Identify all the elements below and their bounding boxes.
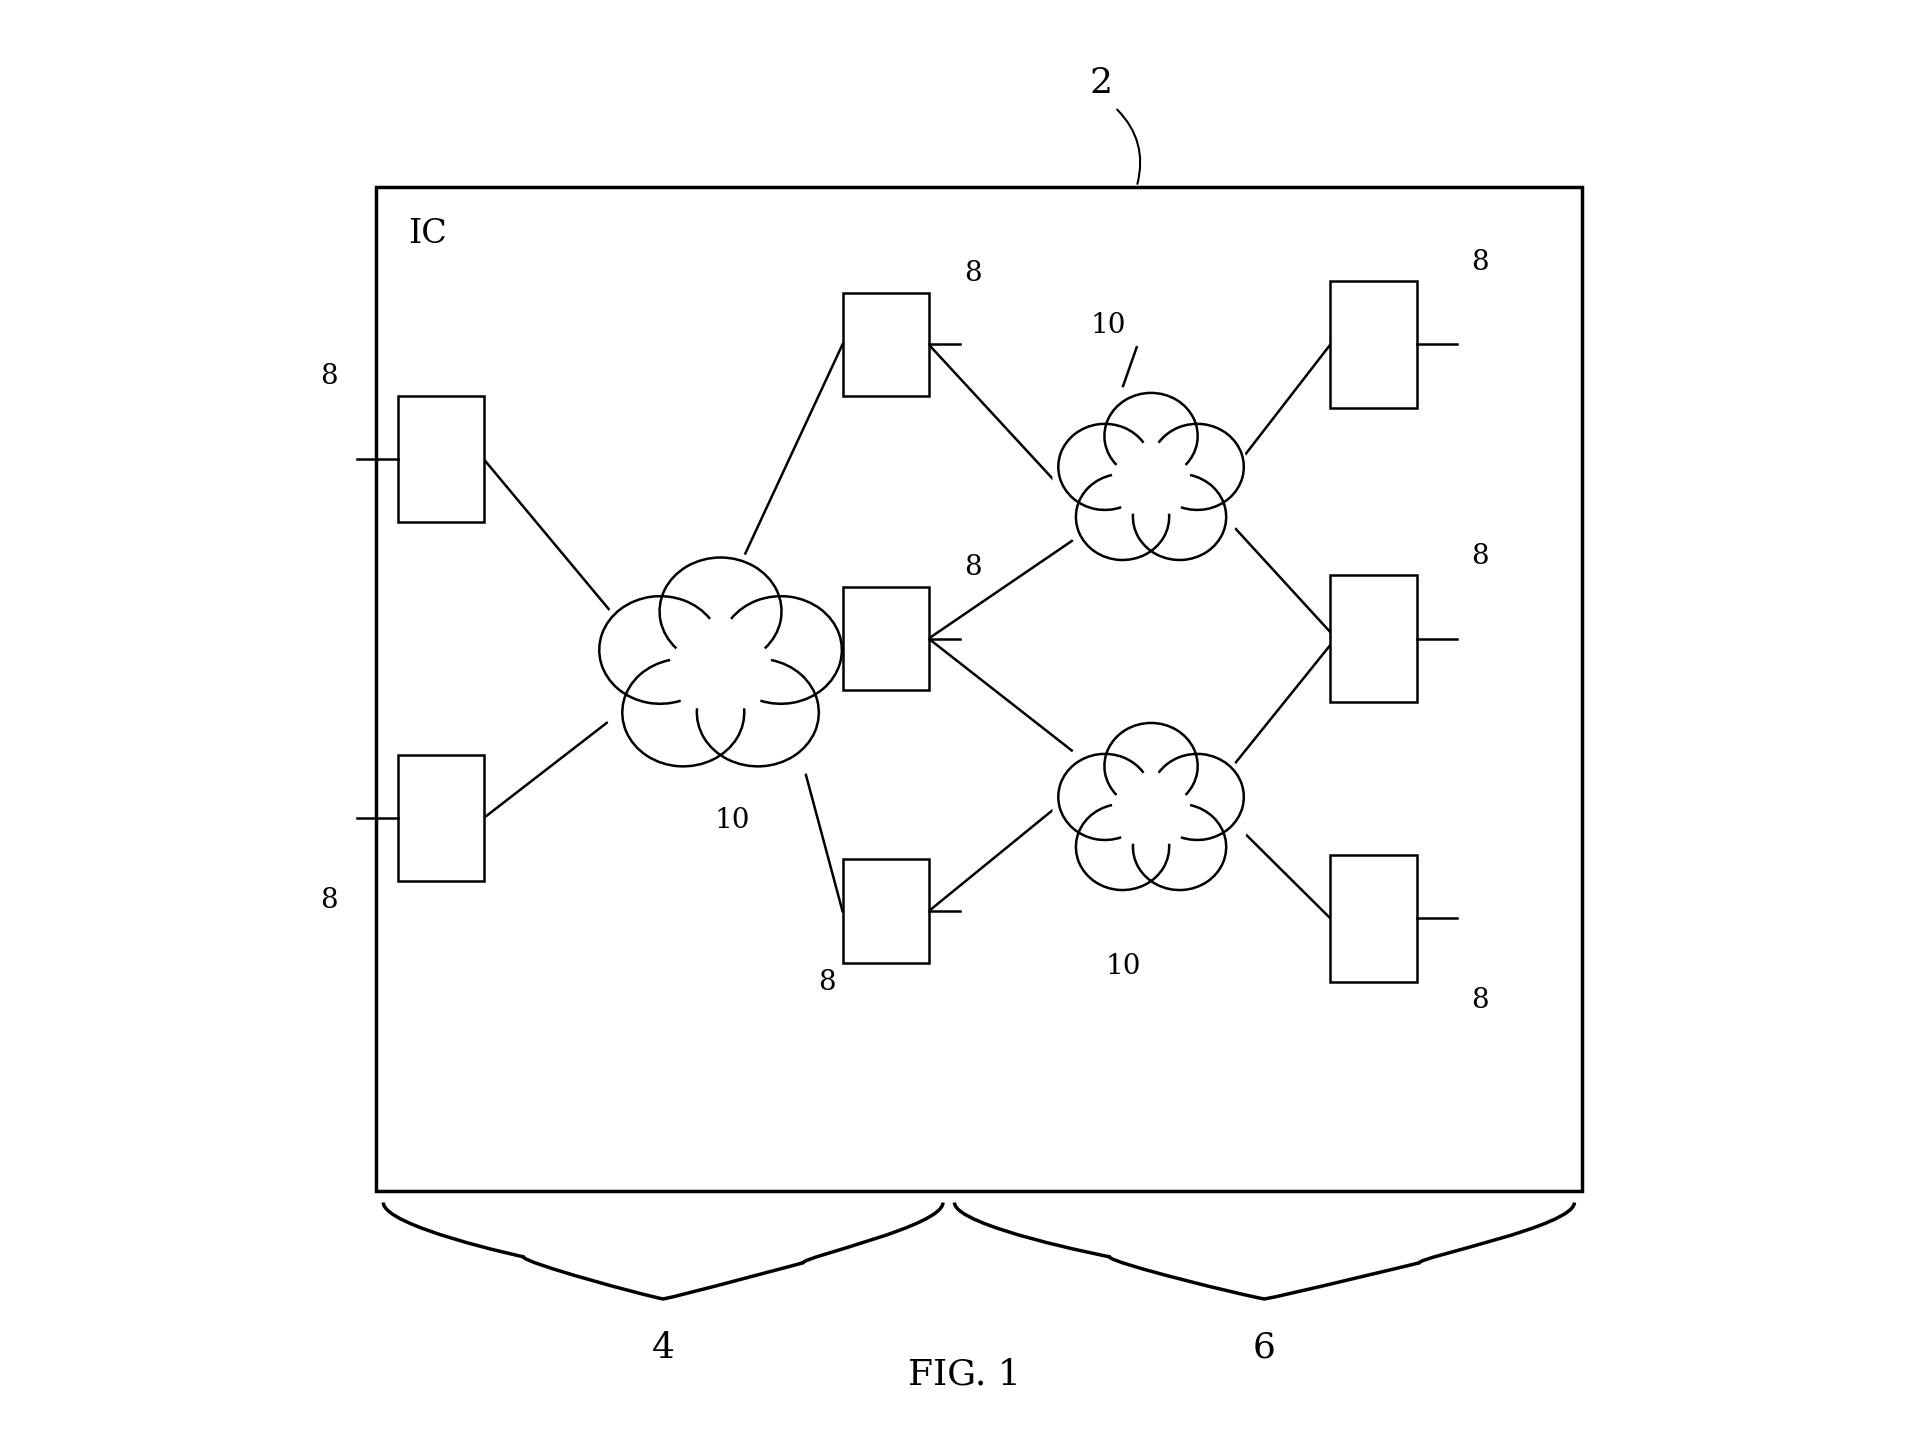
Circle shape [1076, 801, 1169, 894]
Circle shape [1132, 801, 1227, 894]
Text: 10: 10 [1105, 953, 1140, 980]
Text: 2: 2 [1090, 66, 1113, 100]
Circle shape [660, 550, 781, 672]
Text: 8: 8 [1472, 248, 1489, 276]
Text: 8: 8 [818, 969, 835, 996]
Bar [843, 293, 928, 396]
Bar [1331, 575, 1416, 702]
Circle shape [1105, 719, 1198, 812]
Text: 8: 8 [1472, 542, 1489, 570]
Bar [843, 860, 928, 963]
Circle shape [1076, 471, 1169, 564]
Text: 6: 6 [1254, 1330, 1275, 1365]
Text: 4: 4 [652, 1330, 675, 1365]
Bar [397, 396, 484, 522]
Circle shape [1132, 471, 1227, 564]
Circle shape [600, 588, 721, 710]
Text: 8: 8 [320, 363, 338, 390]
Circle shape [720, 588, 841, 710]
Bar [397, 755, 484, 881]
Bar [376, 187, 1582, 1191]
Circle shape [1059, 751, 1152, 844]
Polygon shape [1053, 720, 1248, 901]
Text: 8: 8 [320, 887, 338, 914]
Circle shape [623, 651, 745, 773]
Bar [843, 587, 928, 690]
Bar [1331, 281, 1416, 408]
Circle shape [1150, 751, 1244, 844]
Circle shape [1105, 389, 1198, 482]
Text: 8: 8 [964, 260, 982, 287]
Circle shape [1150, 420, 1244, 514]
Text: IC: IC [407, 218, 446, 250]
Polygon shape [1053, 390, 1248, 571]
Text: 8: 8 [964, 554, 982, 581]
Text: 8: 8 [1472, 987, 1489, 1015]
Text: FIG. 1: FIG. 1 [909, 1358, 1020, 1392]
Circle shape [1059, 420, 1152, 514]
Polygon shape [592, 554, 849, 781]
Text: 10: 10 [1090, 311, 1127, 339]
Text: 10: 10 [714, 806, 750, 834]
Circle shape [696, 651, 818, 773]
Bar [1331, 855, 1416, 982]
